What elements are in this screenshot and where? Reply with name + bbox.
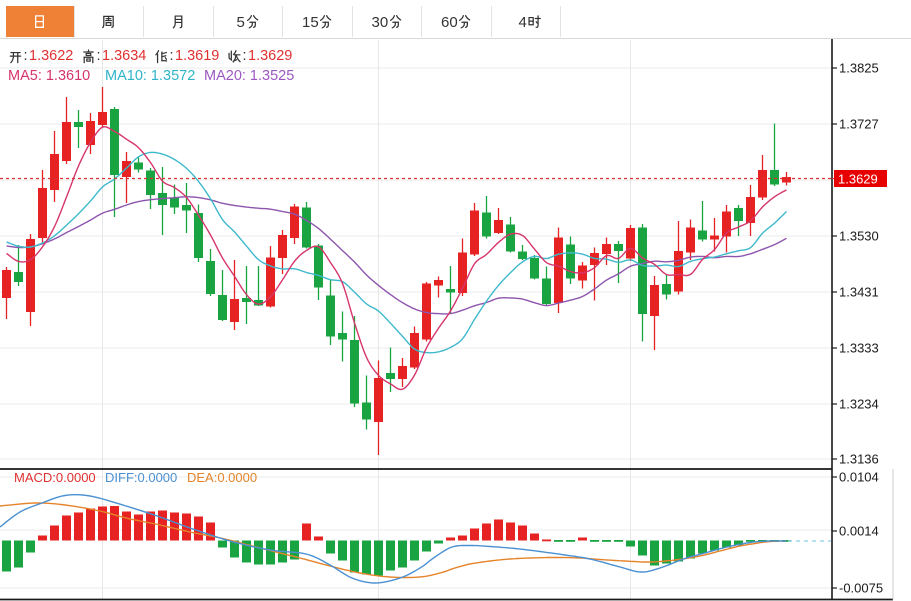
svg-text:1.3629: 1.3629 [838, 172, 878, 187]
svg-text:1.3825: 1.3825 [839, 61, 879, 76]
svg-text:1.3136: 1.3136 [839, 452, 879, 467]
svg-text:1.3530: 1.3530 [839, 229, 879, 244]
svg-text:0.0014: 0.0014 [839, 524, 879, 539]
svg-text:1.3333: 1.3333 [839, 341, 879, 356]
svg-text:1.3431: 1.3431 [839, 285, 879, 300]
svg-text:1.3727: 1.3727 [839, 117, 879, 132]
svg-text:1.3234: 1.3234 [839, 397, 879, 412]
svg-text:0.0104: 0.0104 [839, 470, 879, 485]
svg-text:-0.0075: -0.0075 [839, 581, 883, 596]
